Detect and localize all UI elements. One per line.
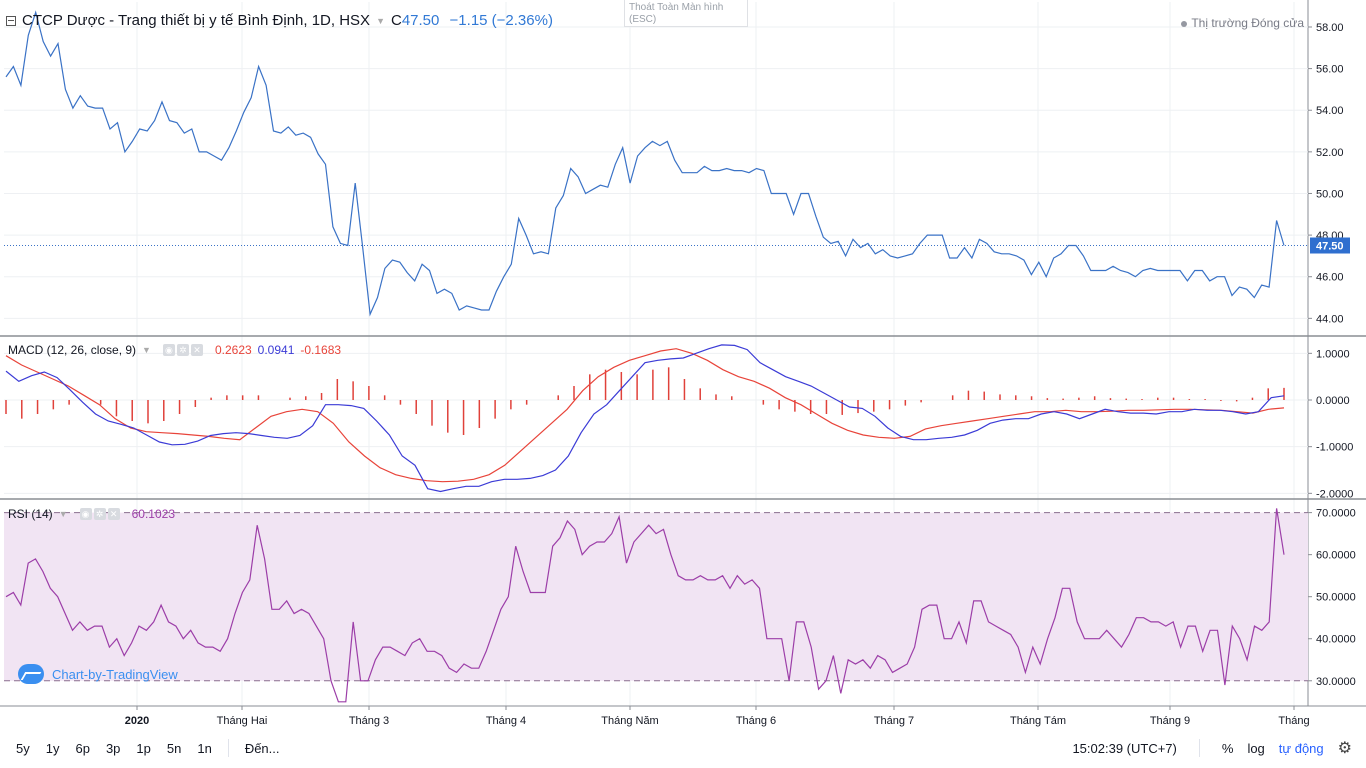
time-axis-label: Tháng 7	[874, 715, 914, 727]
main-series-legend: CTCP Dược - Trang thiết bị y tế Bình Địn…	[6, 12, 553, 29]
price-tick-label: 52.00	[1316, 147, 1344, 159]
rsi-legend: RSI (14) ▼ ◉ ✲ ✕ 60.1023	[8, 507, 175, 521]
macd-line	[5, 344, 1285, 493]
time-axis-label: Tháng Hai	[217, 715, 268, 727]
percent-scale-toggle[interactable]: %	[1221, 740, 1234, 756]
bottom-toolbar: 5y 1y 6p 3p 1p 5n 1n Đến... 15:02:39 (UT…	[0, 733, 1366, 763]
price-tick-label: 54.00	[1316, 105, 1344, 117]
price-change: −1.15 (−2.36%)	[449, 12, 553, 29]
chevron-down-icon[interactable]: ▼	[376, 15, 385, 26]
close-icon[interactable]: ✕	[107, 508, 120, 520]
log-scale-toggle[interactable]: log	[1247, 740, 1265, 756]
gear-icon[interactable]: ⚙	[1337, 740, 1352, 757]
goto-date-button[interactable]: Đến...	[244, 740, 280, 756]
tradingview-watermark[interactable]: Chart-by-TradingView	[18, 664, 178, 684]
price-tick-label: 56.00	[1316, 64, 1344, 76]
rsi-value: 60.1023	[131, 507, 175, 521]
macd-tick-label: -2.0000	[1316, 488, 1353, 500]
time-axis-label: Tháng Năm	[601, 715, 658, 727]
price-tick-label: 46.00	[1316, 272, 1344, 284]
tradingview-logo-icon	[18, 664, 44, 684]
last-price-label: 47.50	[1316, 241, 1344, 253]
toolbar-divider	[1198, 739, 1200, 757]
toolbar-divider	[227, 739, 229, 757]
price-tick-label: 58.00	[1316, 22, 1344, 34]
eye-icon[interactable]: ◉	[79, 508, 92, 520]
macd-signal-line	[5, 348, 1285, 483]
macd-legend: MACD (12, 26, close, 9) ▼ ◉ ✲ ✕ 0.2623 0…	[8, 343, 341, 357]
timeframe-3m[interactable]: 3p	[105, 740, 121, 756]
rsi-tick-label: 50.0000	[1316, 592, 1356, 604]
eye-icon[interactable]: ◉	[162, 344, 175, 356]
rsi-tick-label: 70.0000	[1316, 508, 1356, 520]
timeframe-5y[interactable]: 5y	[16, 740, 30, 756]
time-axis-label: Tháng 4	[486, 715, 526, 727]
time-axis-label: Tháng 3	[349, 715, 389, 727]
gear-icon[interactable]: ✲	[176, 344, 189, 356]
auto-scale-toggle[interactable]: tự động	[1278, 740, 1324, 756]
rsi-tick-label: 30.0000	[1316, 676, 1356, 688]
macd-tick-label: -1.0000	[1316, 442, 1353, 454]
collapse-legend-icon[interactable]	[6, 15, 16, 26]
close-prefix: C	[390, 12, 402, 29]
chevron-down-icon[interactable]: ▼	[58, 509, 68, 519]
timeframe-6m[interactable]: 6p	[75, 740, 90, 756]
macd-value-signal: 0.0941	[257, 343, 295, 357]
symbol-title[interactable]: CTCP Dược - Trang thiết bị y tế Bình Địn…	[22, 12, 371, 29]
timeframe-5d[interactable]: 5n	[166, 740, 182, 756]
macd-value-macd: 0.2623	[214, 343, 252, 357]
rsi-tick-label: 60.0000	[1316, 550, 1356, 562]
price-series-line	[5, 10, 1285, 317]
time-axis-label: Tháng	[1278, 715, 1309, 727]
fullscreen-exit-hint[interactable]: Thoát Toàn Màn hình (ESC)	[624, 0, 748, 27]
time-axis-label: Tháng 9	[1150, 715, 1190, 727]
time-axis-label: Tháng Tám	[1010, 715, 1066, 727]
chevron-down-icon[interactable]: ▼	[142, 345, 151, 355]
gear-icon[interactable]: ✲	[93, 508, 106, 520]
rsi-tick-label: 40.0000	[1316, 634, 1356, 646]
clock-timezone[interactable]: 15:02:39 (UTC+7)	[1072, 740, 1177, 756]
scale-controls: 15:02:39 (UTC+7) % log tự động ⚙	[1072, 733, 1352, 763]
timeframe-1m[interactable]: 1p	[136, 740, 151, 756]
fullscreen-hint-line1: Thoát Toàn Màn hình	[629, 2, 724, 13]
price-tick-label: 44.00	[1316, 313, 1344, 325]
close-value: 47.50	[401, 12, 440, 29]
macd-tick-label: 0.0000	[1316, 395, 1350, 407]
market-status-label: Thị trường Đóng cửa	[1191, 16, 1304, 30]
close-icon[interactable]: ✕	[190, 344, 203, 356]
fullscreen-hint-line2: (ESC)	[629, 14, 657, 25]
market-status: Thị trường Đóng cửa	[1181, 16, 1304, 30]
rsi-title[interactable]: RSI (14)	[8, 507, 53, 521]
time-axis-label: 2020	[125, 715, 149, 727]
watermark-label: Chart-by-TradingView	[52, 666, 178, 682]
macd-title[interactable]: MACD (12, 26, close, 9)	[8, 343, 137, 357]
rsi-band	[4, 512, 1308, 681]
price-tick-label: 50.00	[1316, 188, 1344, 200]
last-price-badge	[1310, 237, 1350, 254]
rsi-line	[5, 508, 1285, 703]
timeframe-1d[interactable]: 1n	[197, 740, 212, 756]
timeframe-1y[interactable]: 1y	[45, 740, 60, 756]
macd-tick-label: 1.0000	[1316, 348, 1350, 360]
macd-value-histogram: -0.1683	[300, 343, 342, 357]
status-dot-icon	[1181, 20, 1188, 27]
time-axis-label: Tháng 6	[736, 715, 776, 727]
